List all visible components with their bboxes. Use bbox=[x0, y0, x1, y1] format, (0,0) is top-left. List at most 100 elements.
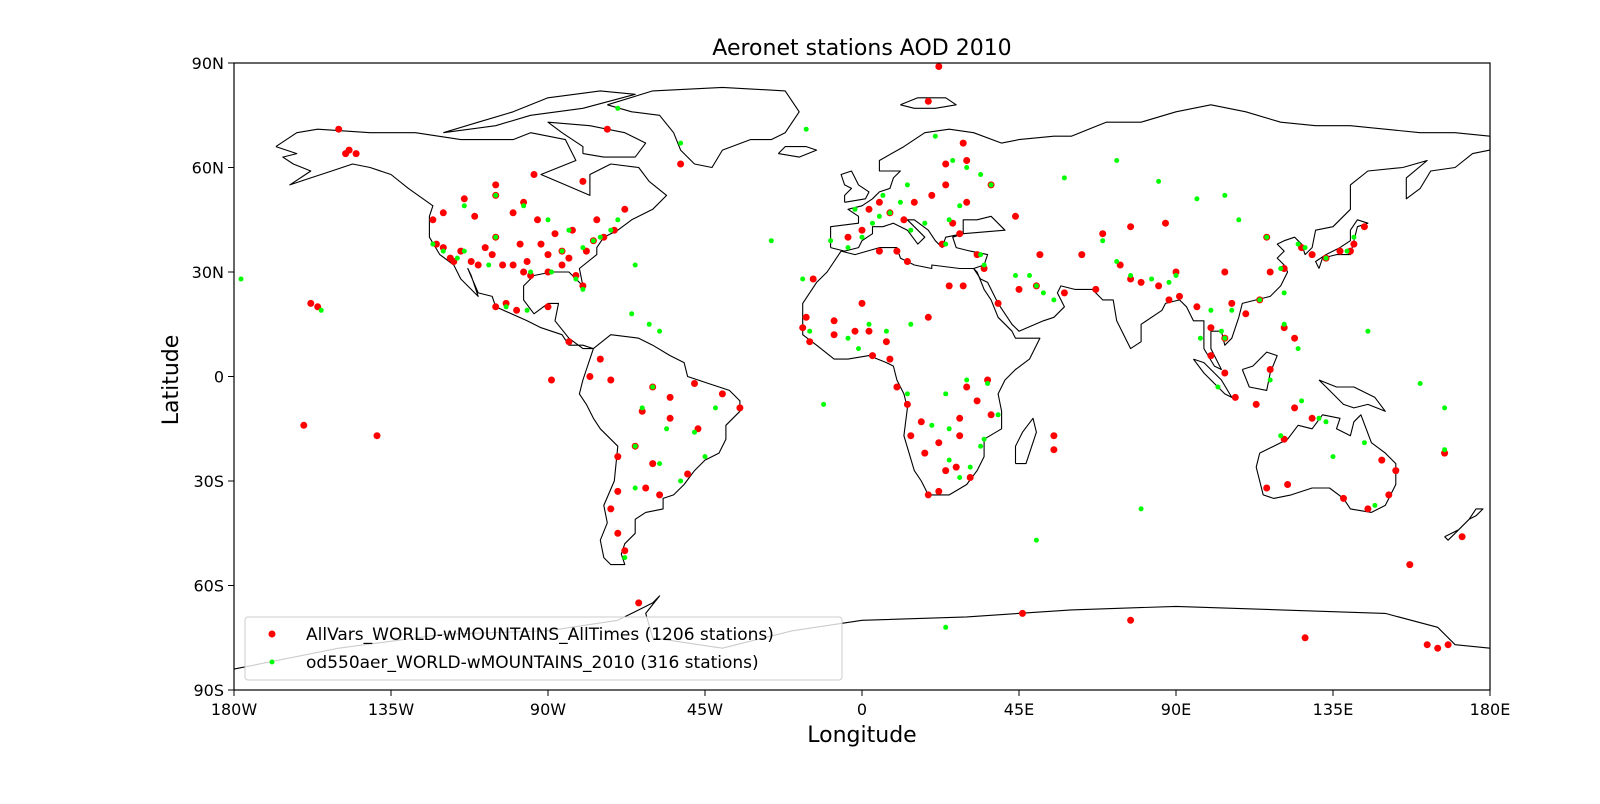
coastline-south-america bbox=[578, 334, 741, 566]
station-point-allvars bbox=[1221, 369, 1229, 377]
x-tick-label: 45W bbox=[687, 700, 723, 719]
station-point-allvars bbox=[513, 306, 521, 314]
station-point-od550aer bbox=[566, 227, 572, 233]
station-point-od550aer bbox=[524, 307, 530, 313]
y-tick-label: 30N bbox=[192, 263, 224, 282]
station-point-allvars bbox=[460, 195, 468, 203]
station-point-od550aer bbox=[678, 140, 684, 146]
station-point-allvars bbox=[956, 432, 964, 440]
station-point-od550aer bbox=[1013, 273, 1018, 278]
y-tick-label: 90S bbox=[193, 681, 224, 700]
station-point-od550aer bbox=[967, 464, 973, 470]
station-point-allvars bbox=[666, 393, 674, 401]
station-point-od550aer bbox=[859, 234, 865, 240]
station-point-allvars bbox=[921, 449, 929, 457]
station-point-od550aer bbox=[1027, 273, 1032, 278]
y-tick-label: 30S bbox=[193, 472, 224, 491]
station-point-allvars bbox=[875, 247, 883, 255]
station-point-od550aer bbox=[493, 234, 499, 240]
station-point-allvars bbox=[1193, 303, 1201, 311]
station-point-allvars bbox=[1012, 212, 1019, 220]
station-point-od550aer bbox=[657, 328, 663, 334]
legend-label-od550aer: od550aer_WORLD-wMOUNTAINS_2010 (316 stat… bbox=[306, 653, 759, 673]
station-point-allvars bbox=[603, 125, 611, 133]
station-point-od550aer bbox=[1173, 273, 1179, 278]
station-point-allvars bbox=[1458, 533, 1466, 541]
station-point-allvars bbox=[593, 216, 601, 224]
station-point-od550aer bbox=[430, 241, 436, 247]
station-point-od550aer bbox=[1281, 321, 1287, 327]
y-tick-label: 0 bbox=[214, 368, 224, 387]
station-point-od550aer bbox=[461, 203, 467, 209]
station-point-allvars bbox=[677, 160, 685, 168]
station-point-od550aer bbox=[981, 262, 987, 268]
station-point-od550aer bbox=[887, 210, 893, 216]
station-point-od550aer bbox=[946, 426, 952, 432]
station-point-allvars bbox=[607, 505, 615, 513]
station-point-od550aer bbox=[622, 555, 628, 561]
station-points bbox=[238, 63, 1466, 652]
station-point-od550aer bbox=[904, 182, 910, 188]
station-point-allvars bbox=[1291, 334, 1299, 342]
station-point-allvars bbox=[471, 212, 479, 220]
station-point-allvars bbox=[1050, 446, 1058, 454]
station-point-od550aer bbox=[1295, 241, 1301, 247]
station-point-od550aer bbox=[702, 454, 708, 460]
station-point-od550aer bbox=[943, 241, 949, 247]
station-point-od550aer bbox=[615, 105, 621, 111]
station-point-allvars bbox=[924, 491, 932, 499]
coastline-japan bbox=[1315, 219, 1369, 269]
station-point-allvars bbox=[942, 467, 950, 475]
station-point-od550aer bbox=[1278, 266, 1284, 271]
legend-marker-od550aer bbox=[269, 659, 275, 665]
legend-label-allvars: AllVars_WORLD-wMOUNTAINS_AllTimes (1206 … bbox=[306, 625, 774, 645]
station-point-od550aer bbox=[922, 220, 928, 226]
station-point-od550aer bbox=[1040, 290, 1046, 296]
station-point-allvars bbox=[1340, 494, 1347, 502]
station-point-allvars bbox=[649, 460, 657, 468]
station-point-od550aer bbox=[1344, 248, 1350, 254]
station-point-allvars bbox=[551, 230, 559, 238]
station-point-od550aer bbox=[1149, 276, 1155, 282]
station-point-od550aer bbox=[957, 475, 963, 480]
station-point-od550aer bbox=[1100, 238, 1106, 244]
coastline-new-zealand bbox=[1444, 508, 1484, 541]
station-point-od550aer bbox=[995, 412, 1001, 418]
station-point-allvars bbox=[558, 261, 566, 269]
station-point-od550aer bbox=[632, 443, 638, 449]
station-point-allvars bbox=[614, 487, 622, 495]
station-point-allvars bbox=[910, 198, 918, 206]
station-point-od550aer bbox=[1323, 255, 1329, 261]
legend: AllVars_WORLD-wMOUNTAINS_AllTimes (1206 … bbox=[244, 616, 843, 681]
station-point-od550aer bbox=[978, 172, 984, 177]
station-point-allvars bbox=[492, 303, 500, 311]
station-point-od550aer bbox=[632, 262, 638, 268]
station-point-allvars bbox=[1308, 414, 1316, 422]
station-point-allvars bbox=[1207, 352, 1215, 360]
station-point-allvars bbox=[520, 268, 528, 276]
station-point-od550aer bbox=[866, 321, 872, 327]
x-axis: 180W 135W 90W 45W 0 45E 90E 135E 180E bbox=[211, 690, 1510, 719]
y-tick-label: 60S bbox=[193, 577, 224, 596]
station-point-allvars bbox=[973, 397, 981, 405]
station-point-allvars bbox=[886, 355, 894, 363]
station-point-allvars bbox=[352, 150, 360, 158]
station-point-allvars bbox=[1092, 285, 1100, 293]
x-tick-label: 0 bbox=[857, 700, 867, 719]
station-point-allvars bbox=[1078, 251, 1086, 259]
station-point-od550aer bbox=[845, 335, 851, 341]
station-point-allvars bbox=[1385, 491, 1393, 499]
station-point-allvars bbox=[1434, 644, 1442, 652]
station-point-allvars bbox=[530, 171, 538, 178]
station-point-allvars bbox=[1221, 268, 1229, 276]
station-point-od550aer bbox=[932, 133, 938, 139]
station-point-od550aer bbox=[440, 248, 446, 254]
station-point-od550aer bbox=[828, 238, 834, 244]
station-point-allvars bbox=[900, 216, 908, 224]
coastline-iceland bbox=[777, 146, 818, 158]
station-point-od550aer bbox=[1197, 335, 1203, 341]
station-point-allvars bbox=[924, 313, 932, 321]
station-point-od550aer bbox=[1372, 502, 1378, 508]
